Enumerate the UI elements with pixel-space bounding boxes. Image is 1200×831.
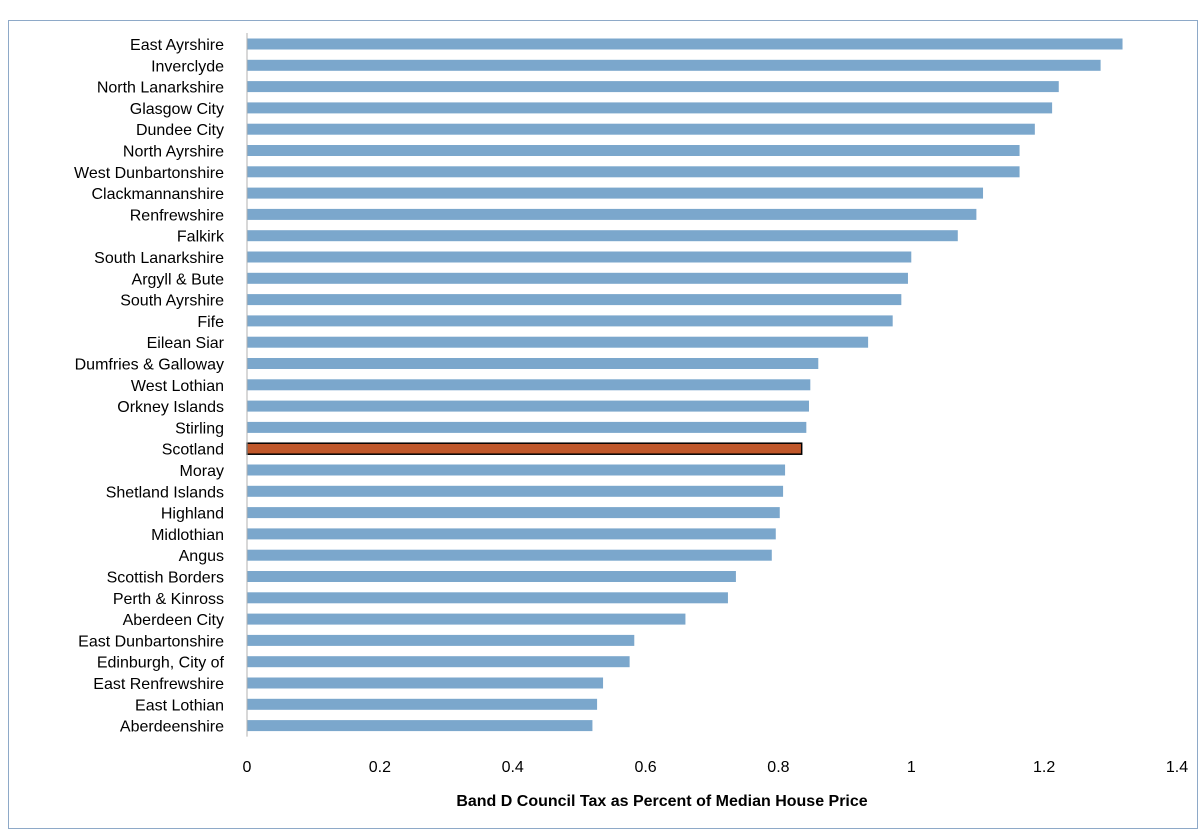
x-tick-label: 1.2 [1033,759,1055,776]
category-label-fife: Fife [197,314,224,331]
category-label-glasgow-city: Glasgow City [130,101,224,118]
category-label-east-lothian: East Lothian [135,697,224,714]
category-label-dumfries-galloway: Dumfries & Galloway [75,357,224,374]
category-label-angus: Angus [179,548,224,565]
category-label-north-ayrshire: North Ayrshire [123,144,224,161]
category-labels-group: East Ayrshire Inverclyde North Lanarkshire… [74,37,225,736]
x-tick-label: 0 [243,759,252,776]
bar-north-ayrshire [247,145,1020,156]
bar-scotland [246,442,803,455]
bar-south-lanarkshire [247,251,912,263]
bar-inverclyde [247,59,1101,71]
category-label-clackmannanshire: Clackmannanshire [91,186,224,203]
bar-falkirk [247,230,958,242]
x-tick-label: 0.2 [369,759,391,776]
bar-scottish-borders [247,571,736,582]
bar-highland [247,507,780,519]
category-label-orkney-islands: Orkney Islands [117,399,224,416]
category-label-west-dunbartonshire: West Dunbartonshire [74,165,224,182]
category-label-shetland-islands: Shetland Islands [106,484,224,501]
category-label-east-ayrshire: East Ayrshire [130,37,224,54]
bar-north-lanarkshire [247,81,1059,93]
bar-dundee-city [247,123,1035,135]
bar-argyll-bute [247,272,908,284]
category-label-east-renfrewshire: East Renfrewshire [93,676,224,693]
category-label-stirling: Stirling [175,420,224,437]
category-label-edinburgh-city-of: Edinburgh, City of [97,655,225,672]
bar-east-renfrewshire [247,677,604,689]
bar-eilean-siar [247,336,869,348]
category-label-renfrewshire: Renfrewshire [130,207,224,224]
bar-dumfries-galloway [247,358,819,369]
x-tick-label: 0.8 [767,759,789,776]
category-label-dundee-city: Dundee City [136,122,224,139]
category-label-north-lanarkshire: North Lanarkshire [97,80,224,97]
category-label-aberdeen-city: Aberdeen City [123,612,224,629]
bar-renfrewshire [247,208,977,220]
bar-midlothian [247,528,776,540]
category-label-moray: Moray [180,463,224,480]
bar-west-lothian [247,379,811,391]
category-label-highland: Highland [161,506,224,523]
bar-stirling [247,421,807,433]
x-tick-label: 0.4 [502,759,524,776]
category-label-east-dunbartonshire: East Dunbartonshire [78,633,224,650]
category-label-south-lanarkshire: South Lanarkshire [94,250,224,267]
x-axis-title: Band D Council Tax as Percent of Median … [456,793,867,810]
bar-moray [247,464,786,476]
bar-east-lothian [247,698,598,710]
category-label-midlothian: Midlothian [151,527,224,544]
bars-group [246,38,1123,732]
bar-glasgow-city [247,102,1053,114]
bar-south-ayrshire [247,294,902,306]
bar-aberdeenshire [247,720,593,732]
category-label-perth-kinross: Perth & Kinross [113,591,224,608]
bar-orkney-islands [247,400,809,412]
bar-east-dunbartonshire [247,634,635,646]
x-tick-label: 0.6 [634,759,656,776]
x-tick-label: 1.4 [1166,759,1188,776]
bar-edinburgh-city-of [247,656,630,668]
category-label-falkirk: Falkirk [177,229,225,246]
x-tick-label: 1 [907,759,916,776]
bar-west-dunbartonshire [247,166,1020,178]
bar-east-ayrshire [247,38,1123,50]
category-label-inverclyde: Inverclyde [151,58,224,75]
bar-clackmannanshire [247,187,984,199]
category-label-south-ayrshire: South Ayrshire [120,293,224,310]
bar-shetland-islands [247,485,784,497]
bar-aberdeen-city [247,613,686,625]
bar-perth-kinross [247,592,728,604]
category-label-aberdeenshire: Aberdeenshire [120,719,224,736]
x-tick-labels-group: 0 0.2 0.4 0.6 0.8 1 1.2 1.4 [243,759,1189,776]
bar-angus [247,549,772,561]
category-label-argyll-bute: Argyll & Bute [132,271,225,288]
category-label-scotland: Scotland [162,442,224,459]
category-label-west-lothian: West Lothian [131,378,224,395]
category-label-scottish-borders: Scottish Borders [107,570,224,587]
category-label-eilean-siar: Eilean Siar [147,335,225,352]
bar-fife [247,315,893,327]
